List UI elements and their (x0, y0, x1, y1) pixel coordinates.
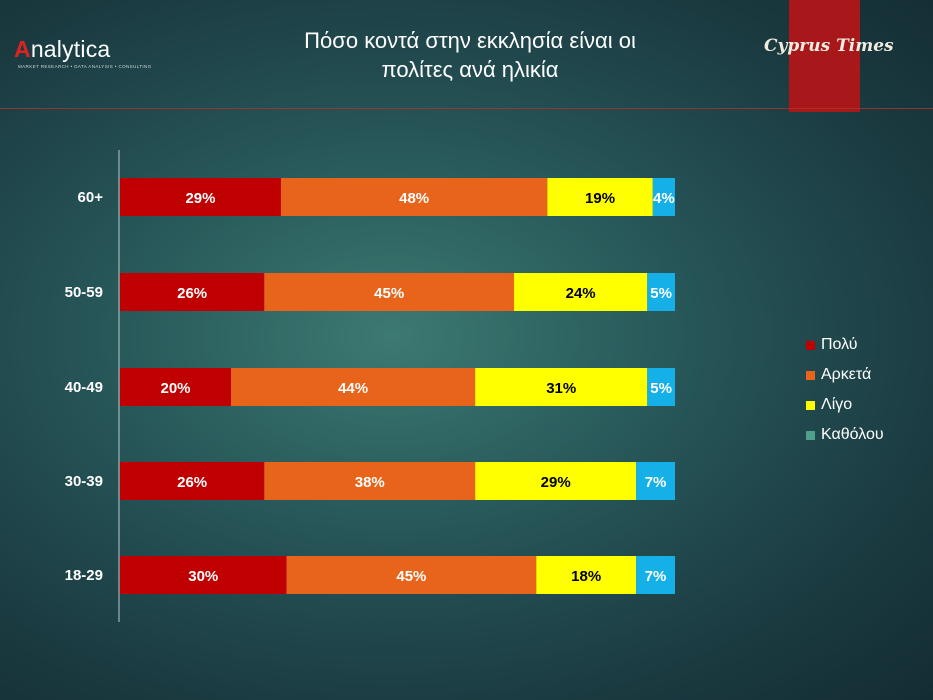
legend-swatch (806, 430, 815, 440)
legend-label: Αρκετά (821, 366, 872, 383)
data-label: 26% (177, 474, 207, 491)
data-label: 29% (185, 190, 215, 207)
bar-segment (264, 462, 476, 500)
category-label: 40-49 (65, 379, 103, 396)
bar-segment (475, 462, 637, 500)
logo-tagline: MARKET RESEARCH • DATA ANALYSIS • CONSUL… (18, 64, 152, 69)
bar-segment (547, 178, 653, 216)
analytica-logo: Analytica (14, 36, 110, 63)
category-label: 60+ (78, 189, 104, 206)
category-label: 18-29 (65, 567, 103, 584)
data-label: 45% (396, 568, 426, 585)
chart-legend: Πολύ Αρκετά Λίγο Καθόλου (806, 330, 884, 450)
data-label: 5% (650, 380, 672, 397)
bar-segment (636, 462, 675, 500)
data-label: 5% (650, 285, 672, 302)
bar-segment (647, 368, 675, 406)
legend-item: Αρκετά (806, 360, 884, 390)
bar-segment (120, 556, 287, 594)
logo-wordmark: nalytica (30, 36, 111, 62)
data-label: 7% (645, 568, 667, 585)
bar-segment (231, 368, 476, 406)
legend-swatch (806, 370, 815, 380)
category-label: 30-39 (65, 473, 103, 490)
data-label: 4% (653, 190, 675, 207)
header-divider (0, 108, 933, 109)
bar-segment (475, 368, 648, 406)
legend-swatch (806, 400, 815, 410)
bar-segment (120, 273, 265, 311)
category-label: 50-59 (65, 284, 103, 301)
data-label: 45% (374, 285, 404, 302)
bar-segment (120, 462, 265, 500)
bar-segment (647, 273, 675, 311)
data-label: 44% (338, 380, 368, 397)
bar-segment (264, 273, 515, 311)
bar-segment (120, 368, 231, 406)
cyprus-times-logo: Cyprus Times (764, 36, 894, 56)
chart-title: Πόσο κοντά στην εκκλησία είναι οι πολίτε… (220, 26, 720, 84)
data-label: 31% (546, 380, 576, 397)
data-label: 29% (541, 474, 571, 491)
bar-segment (652, 178, 675, 216)
logo-mark: A (14, 36, 31, 62)
legend-label: Πολύ (821, 336, 858, 353)
legend-swatch (806, 340, 815, 350)
legend-item: Λίγο (806, 390, 884, 420)
legend-label: Λίγο (821, 396, 853, 413)
chart-title-line2: πολίτες ανά ηλικία (381, 57, 559, 82)
bar-segment (280, 178, 548, 216)
data-label: 20% (160, 380, 190, 397)
data-label: 19% (585, 190, 615, 207)
bar-segment (536, 556, 637, 594)
data-label: 24% (566, 285, 596, 302)
bar-segment (636, 556, 675, 594)
legend-label: Καθόλου (821, 426, 884, 443)
legend-item: Πολύ (806, 330, 884, 360)
data-label: 18% (571, 568, 601, 585)
legend-item: Καθόλου (806, 420, 884, 450)
data-label: 38% (355, 474, 385, 491)
bar-segment (120, 178, 281, 216)
bar-segment (286, 556, 537, 594)
data-label: 7% (645, 474, 667, 491)
brand-ribbon (789, 0, 860, 112)
data-label: 48% (399, 190, 429, 207)
data-label: 30% (188, 568, 218, 585)
chart-title-line1: Πόσο κοντά στην εκκλησία είναι οι (304, 28, 636, 53)
bar-segment (514, 273, 648, 311)
data-label: 26% (177, 285, 207, 302)
